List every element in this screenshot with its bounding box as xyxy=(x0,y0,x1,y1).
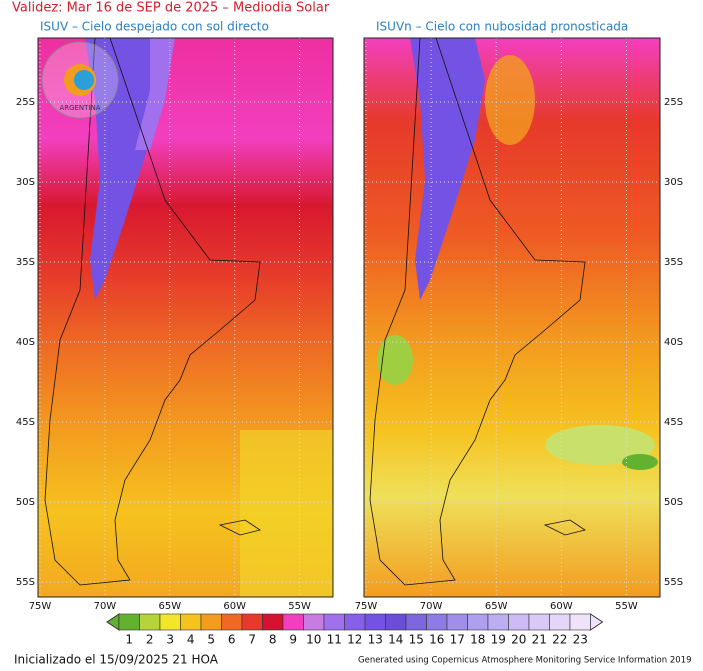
coastline xyxy=(44,37,586,586)
colorbar-label: 18 xyxy=(470,633,485,647)
colorbar-swatch xyxy=(385,613,407,631)
colorbar-label: 6 xyxy=(228,633,236,647)
colorbar-label: 17 xyxy=(450,633,465,647)
colorbar-label: 8 xyxy=(269,633,277,647)
colorbar-swatch xyxy=(241,613,263,631)
colorbar-label: 19 xyxy=(491,633,506,647)
lon-label: 75W xyxy=(355,601,378,612)
colorbar-swatch xyxy=(405,613,427,631)
lat-label: 50S xyxy=(664,497,683,508)
colorbar-swatch xyxy=(569,613,591,631)
logo-text: ARGENTINA xyxy=(59,104,100,112)
colorbar-swatch xyxy=(487,613,509,631)
colorbar-label: 5 xyxy=(207,633,215,647)
colorbar-swatch xyxy=(549,613,571,631)
colorbar-label: 2 xyxy=(146,633,154,647)
lat-label: 55S xyxy=(664,577,683,588)
map-left xyxy=(38,38,333,597)
colorbar-swatch xyxy=(221,613,243,631)
colorbar-swatch xyxy=(303,613,325,631)
lon-label: 60W xyxy=(550,601,573,612)
panel-subtitle: ISUVn – Cielo con nubosidad pronosticada xyxy=(376,20,628,34)
map-right xyxy=(364,38,660,597)
colorbar-label: 14 xyxy=(388,633,403,647)
lon-label: 65W xyxy=(158,601,181,612)
lat-label: 35S xyxy=(16,257,35,268)
lat-label: 40S xyxy=(16,337,35,348)
lon-label: 70W xyxy=(94,601,117,612)
colorbar-swatch xyxy=(508,613,530,631)
lon-label: 75W xyxy=(29,601,52,612)
colorbar-label: 7 xyxy=(248,633,256,647)
colorbar-swatch xyxy=(364,613,386,631)
lat-label: 40S xyxy=(664,337,683,348)
colorbar-swatch xyxy=(200,613,222,631)
colorbar-arrow xyxy=(106,613,120,631)
colorbar-label: 1 xyxy=(125,633,133,647)
colorbar-label: 10 xyxy=(306,633,321,647)
colorbar-swatch xyxy=(118,613,140,631)
colorbar-label: 4 xyxy=(187,633,195,647)
footer-left: Inicializado el 15/09/2025 21 HOA xyxy=(14,653,219,667)
logo: ARGENTINA xyxy=(41,41,119,119)
lon-label: 65W xyxy=(485,601,508,612)
colorbar-label: 16 xyxy=(429,633,444,647)
lon-label: 55W xyxy=(288,601,311,612)
map-frame xyxy=(37,37,334,598)
colorbar-swatch xyxy=(426,613,448,631)
lat-label: 25S xyxy=(16,97,35,108)
lat-label: 35S xyxy=(664,257,683,268)
colorbar: 1 2 3 4 5 6 7 8 9 10 11 12 13 14 15 16 17 18 19 20 21 22 23 xyxy=(106,613,604,647)
lat-label: 30S xyxy=(664,177,683,188)
colorbar-swatch xyxy=(467,613,489,631)
colorbar-swatch xyxy=(446,613,468,631)
colorbar-label: 12 xyxy=(347,633,362,647)
lat-label: 45S xyxy=(16,417,35,428)
lat-label: 45S xyxy=(664,417,683,428)
colorbar-label: 21 xyxy=(532,633,547,647)
lon-label: 60W xyxy=(223,601,246,612)
colorbar-swatch xyxy=(159,613,181,631)
colorbar-label: 13 xyxy=(368,633,383,647)
lon-label: 70W xyxy=(420,601,443,612)
colorbar-swatch xyxy=(180,613,202,631)
colorbar-arrow xyxy=(590,613,604,631)
map-frame xyxy=(363,37,661,598)
colorbar-swatch xyxy=(323,613,345,631)
graticule xyxy=(38,38,660,597)
colorbar-label: 9 xyxy=(289,633,297,647)
colorbar-label: 11 xyxy=(327,633,342,647)
colorbar-label: 15 xyxy=(409,633,424,647)
colorbar-swatch xyxy=(344,613,366,631)
lat-label: 30S xyxy=(16,177,35,188)
title: Validez: Mar 16 de SEP de 2025 – Mediodi… xyxy=(12,1,330,16)
colorbar-swatch xyxy=(282,613,304,631)
colorbar-swatch xyxy=(139,613,161,631)
colorbar-label: 23 xyxy=(573,633,588,647)
lat-label: 55S xyxy=(16,577,35,588)
colorbar-label: 3 xyxy=(166,633,174,647)
panel-subtitle: ISUV – Cielo despejado con sol directo xyxy=(40,20,269,34)
colorbar-swatch xyxy=(262,613,284,631)
lat-label: 50S xyxy=(16,497,35,508)
colorbar-swatch xyxy=(528,613,550,631)
footer-right: Generated using Copernicus Atmosphere Mo… xyxy=(358,656,691,666)
lat-label: 25S xyxy=(664,97,683,108)
lon-label: 55W xyxy=(615,601,638,612)
colorbar-label: 22 xyxy=(552,633,567,647)
colorbar-label: 20 xyxy=(511,633,526,647)
